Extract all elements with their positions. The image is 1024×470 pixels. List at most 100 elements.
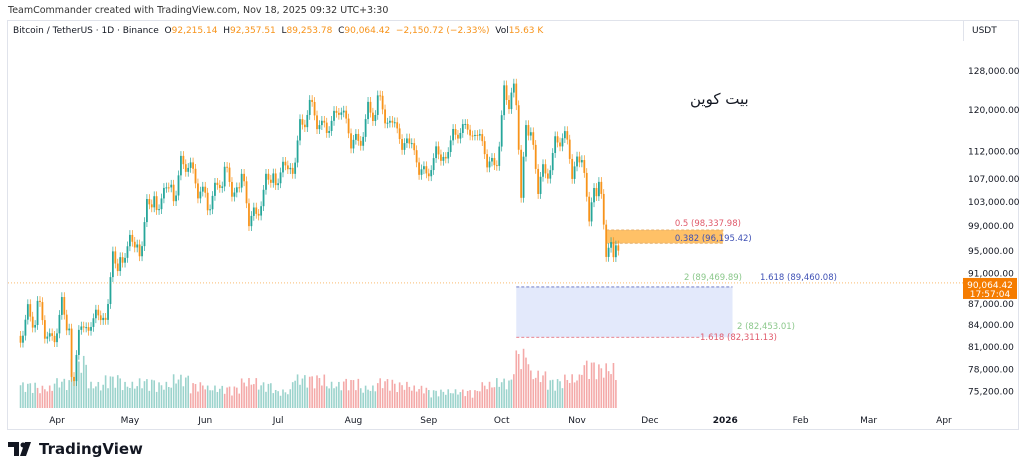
volume-bar — [116, 375, 119, 408]
candle-body — [413, 143, 416, 151]
volume-bar — [476, 390, 479, 408]
candle-body — [512, 83, 515, 93]
candle-body — [238, 187, 241, 189]
volume-bar — [454, 389, 457, 408]
candle-body — [401, 139, 403, 150]
candle-body — [493, 157, 496, 166]
candle-body — [320, 120, 323, 126]
candle-body — [612, 242, 615, 258]
candle-body — [500, 115, 503, 147]
candle-body — [223, 166, 226, 187]
x-tick-label: Aug — [345, 416, 363, 426]
candle-body — [588, 196, 591, 222]
target-zone-box — [516, 286, 733, 338]
candle-body — [257, 213, 260, 216]
candle-body — [481, 134, 484, 142]
candle-body — [235, 187, 238, 193]
y-tick-label: 120,000.00 — [968, 106, 1020, 116]
candle-body — [367, 101, 369, 120]
candle-body — [537, 168, 540, 194]
volume-bar — [318, 378, 321, 408]
candle-body — [546, 173, 549, 179]
volume-bar — [202, 385, 204, 408]
candle-body — [211, 195, 214, 210]
candle-body — [192, 162, 194, 169]
candle-body — [43, 320, 46, 339]
volume-bar — [265, 391, 267, 408]
volume-bar — [82, 355, 85, 408]
volume-bar — [449, 393, 452, 408]
volume-bar — [471, 397, 474, 408]
candle-body — [104, 317, 107, 320]
volume-bar — [573, 382, 576, 408]
candle-body — [68, 328, 71, 331]
volume-bar — [209, 390, 211, 408]
candle-body — [177, 175, 180, 196]
volume-bar — [58, 387, 61, 408]
volume-bar — [335, 386, 338, 408]
x-tick-label: Jun — [197, 416, 212, 426]
volume-bar — [19, 385, 22, 408]
volume-bar — [255, 378, 258, 408]
volume-bar — [187, 375, 190, 408]
candle-body — [464, 123, 467, 125]
volume-bar — [590, 362, 593, 408]
candle-body — [447, 152, 450, 159]
candle-body — [60, 297, 63, 315]
volume-bar — [532, 379, 535, 408]
volume-bar — [238, 393, 241, 408]
chart-frame[interactable] — [7, 20, 1019, 430]
y-tick-label: 112,000.00 — [968, 148, 1020, 158]
volume-bar — [22, 382, 24, 408]
x-tick-label: Feb — [793, 416, 809, 426]
candle-body — [418, 162, 420, 175]
currency-label[interactable]: USDT — [963, 21, 1024, 41]
candle-body — [92, 318, 95, 327]
volume-bar — [287, 394, 289, 408]
volume-bar — [51, 390, 53, 408]
candle-body — [406, 138, 408, 144]
candle-body — [389, 120, 391, 123]
candle-body — [111, 251, 114, 278]
candle-body — [478, 134, 481, 136]
candle-body — [554, 136, 557, 153]
candle-body — [46, 336, 49, 339]
candle-body — [386, 122, 389, 124]
x-tick-label: Oct — [494, 416, 510, 426]
candle-body — [172, 184, 175, 202]
volume-bar — [479, 391, 481, 408]
candle-body — [325, 122, 328, 133]
volume-bar — [517, 354, 520, 408]
volume-bar — [34, 382, 36, 408]
volume-bar — [393, 383, 396, 408]
candle-body — [153, 196, 156, 208]
candle-body — [308, 99, 311, 115]
volume-bar — [585, 360, 588, 408]
volume-bar — [146, 379, 148, 408]
candle-body — [466, 123, 469, 130]
volume-bar — [102, 384, 104, 408]
candle-body — [63, 297, 66, 315]
candle-body — [471, 135, 474, 137]
candle-body — [469, 129, 471, 136]
symbol-name[interactable]: Bitcoin / TetherUS · 1D · Binance — [13, 26, 159, 36]
volume-bar — [398, 382, 401, 408]
candle-body — [559, 142, 561, 147]
candle-body — [617, 245, 620, 251]
chart-text-annotation[interactable]: بیت کوین — [690, 90, 749, 108]
volume-bar — [561, 388, 564, 408]
volume-bar — [537, 370, 539, 408]
y-tick-label: 78,000.00 — [968, 366, 1014, 376]
volume-bar — [248, 378, 250, 408]
candle-body — [534, 144, 537, 169]
volume-bar — [260, 385, 262, 408]
volume-bar — [243, 382, 245, 408]
candle-body — [51, 333, 54, 336]
candle-body — [561, 138, 564, 147]
volume-bar — [46, 391, 49, 408]
volume-bar — [262, 382, 265, 408]
candle-body — [476, 134, 479, 136]
volume-bar — [578, 374, 581, 408]
volume-bar — [31, 392, 34, 408]
